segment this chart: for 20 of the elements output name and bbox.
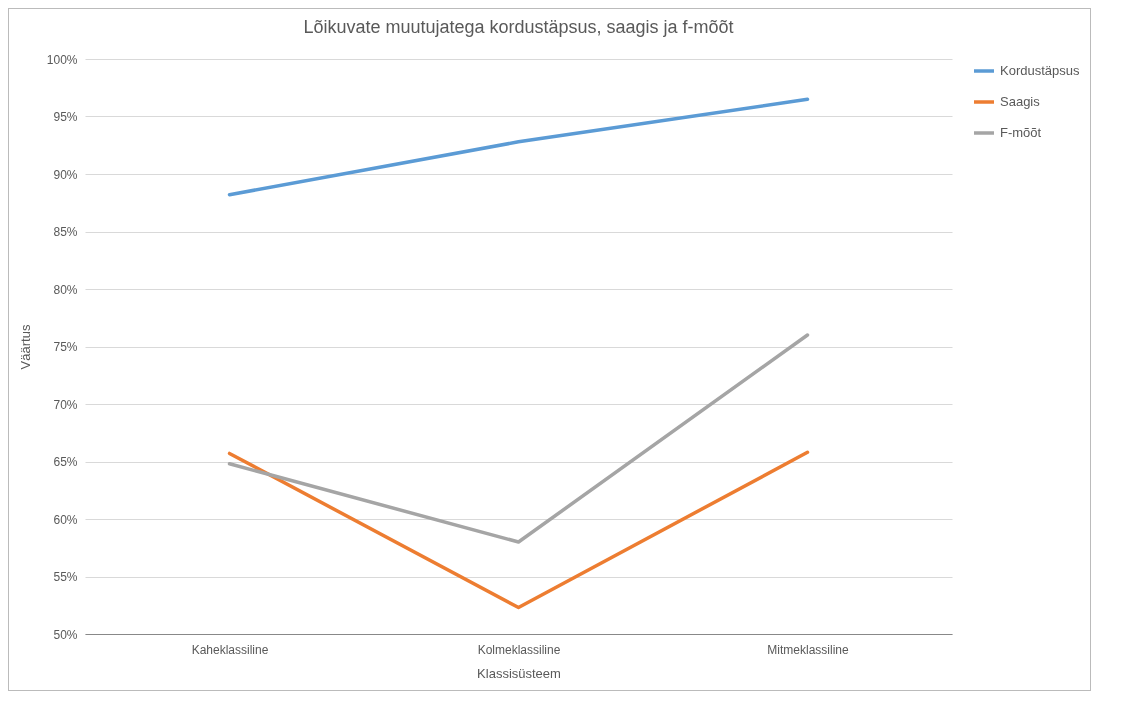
y-tick-label: 100% [46,52,78,67]
y-tick-label: 60% [53,512,78,527]
y-tick-label: 65% [53,455,78,469]
legend-label: Kordustäpsus [1000,63,1080,78]
chart-title: Lõikuvate muutujatega kordustäpsus, saagis ja f-mõõt [303,17,734,37]
y-tick-label: 85% [53,225,78,239]
y-tick-label: 80% [53,282,78,297]
legend-label: Saagis [1000,94,1041,109]
x-axis-title: Klassisüsteem [477,665,561,681]
y-tick-label: 90% [53,167,78,182]
y-axis-title: Väärtus [17,324,33,370]
x-tick-label: Kaheklassiline [191,642,269,657]
x-tick-label: Kolmeklassiline [477,642,561,657]
x-tick-label: Mitmeklassiline [767,642,849,657]
y-tick-label: 75% [53,340,78,354]
legend-label: F-mõõt [1000,125,1042,140]
y-tick-label: 55% [53,570,78,584]
y-tick-label: 50% [53,627,78,642]
y-tick-label: 95% [53,110,78,124]
y-tick-label: 70% [53,397,78,412]
